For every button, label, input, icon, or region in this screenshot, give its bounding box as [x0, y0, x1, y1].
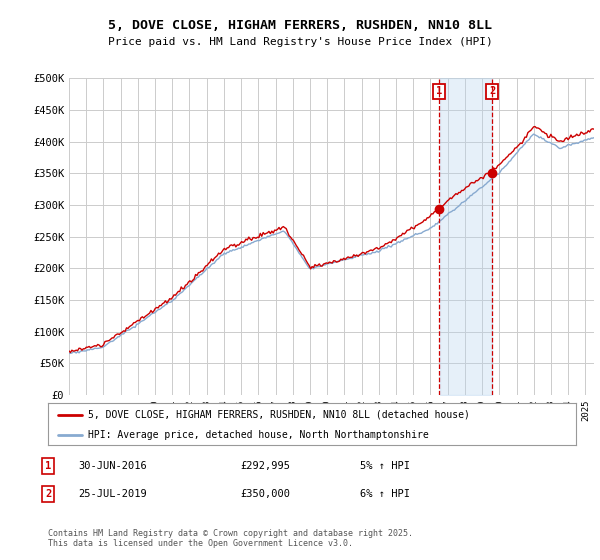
Text: 1: 1: [45, 461, 51, 471]
Text: 30-JUN-2016: 30-JUN-2016: [78, 461, 147, 471]
Text: 1: 1: [436, 86, 442, 96]
Text: 5, DOVE CLOSE, HIGHAM FERRERS, RUSHDEN, NN10 8LL (detached house): 5, DOVE CLOSE, HIGHAM FERRERS, RUSHDEN, …: [88, 409, 469, 419]
Text: 5% ↑ HPI: 5% ↑ HPI: [360, 461, 410, 471]
Text: £350,000: £350,000: [240, 489, 290, 499]
Text: 2: 2: [489, 86, 495, 96]
Text: 6% ↑ HPI: 6% ↑ HPI: [360, 489, 410, 499]
Text: 25-JUL-2019: 25-JUL-2019: [78, 489, 147, 499]
Text: 2: 2: [45, 489, 51, 499]
Text: HPI: Average price, detached house, North Northamptonshire: HPI: Average price, detached house, Nort…: [88, 430, 428, 440]
Text: 5, DOVE CLOSE, HIGHAM FERRERS, RUSHDEN, NN10 8LL: 5, DOVE CLOSE, HIGHAM FERRERS, RUSHDEN, …: [108, 18, 492, 32]
Text: Price paid vs. HM Land Registry's House Price Index (HPI): Price paid vs. HM Land Registry's House …: [107, 37, 493, 47]
Text: Contains HM Land Registry data © Crown copyright and database right 2025.
This d: Contains HM Land Registry data © Crown c…: [48, 529, 413, 548]
Text: £292,995: £292,995: [240, 461, 290, 471]
